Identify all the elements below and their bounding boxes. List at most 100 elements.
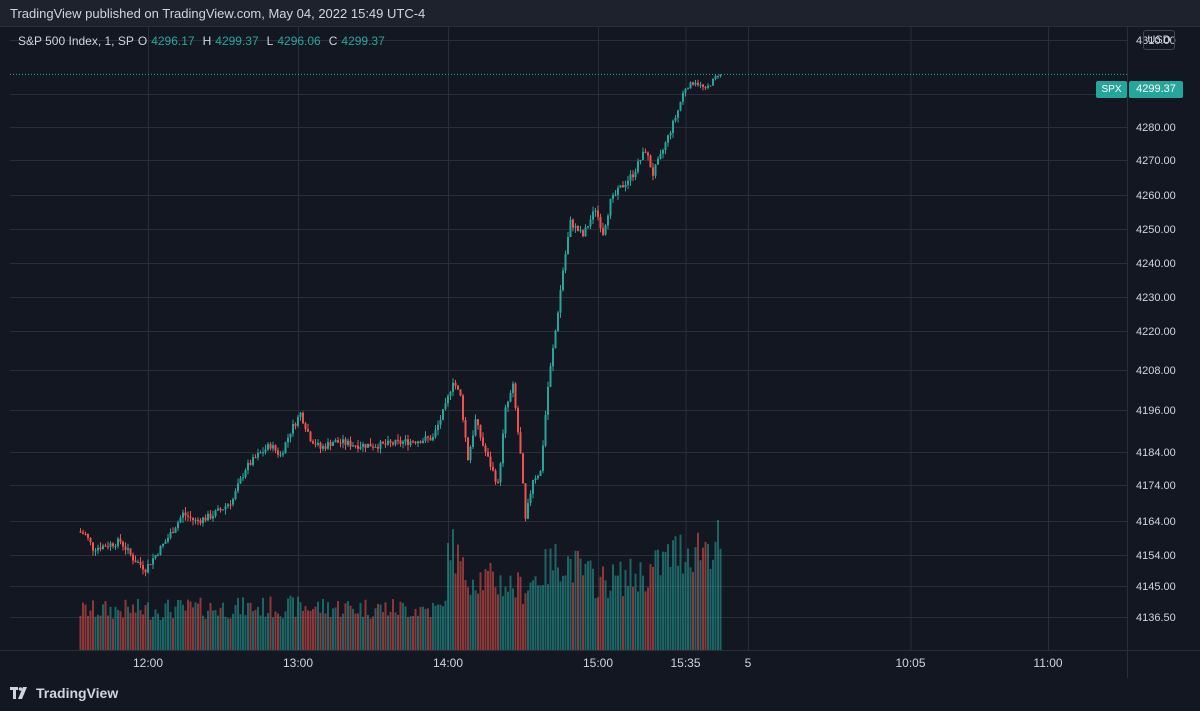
volume-bar xyxy=(324,613,327,650)
y-tick-label: 4164.00 xyxy=(1136,516,1176,528)
candle-body xyxy=(347,440,349,445)
candle-body xyxy=(564,254,567,271)
volume-bar xyxy=(292,597,294,650)
volume-bar xyxy=(132,604,134,650)
candle-body xyxy=(112,543,114,547)
volume-bar xyxy=(372,616,374,650)
volume-bar xyxy=(202,615,204,650)
volume-bar xyxy=(79,615,82,650)
volume-bar xyxy=(314,606,317,650)
time-axis[interactable]: 12:00 13:00 14:00 15:00 15:35 5 10:05 11:00 xyxy=(133,656,1063,670)
candle-body xyxy=(482,437,484,446)
volume-bar xyxy=(289,595,292,650)
volume-bar xyxy=(119,611,122,650)
volume-bar xyxy=(229,618,232,650)
volume-bar xyxy=(412,615,414,650)
candle-body xyxy=(294,423,297,426)
candle-body xyxy=(342,439,344,444)
candle-body xyxy=(144,569,147,573)
candle-body xyxy=(262,452,264,454)
volume-bar xyxy=(719,548,722,650)
candle-body xyxy=(407,439,409,446)
volume-bar xyxy=(659,575,662,650)
candle-body xyxy=(237,483,239,492)
legend-high: 4299.37 xyxy=(215,34,259,48)
volume-bar xyxy=(569,559,572,650)
volume-bar xyxy=(682,573,684,650)
volume-bar xyxy=(677,565,679,650)
volume-bar xyxy=(587,561,589,650)
volume-bar xyxy=(254,609,257,650)
volume-bar xyxy=(212,610,214,650)
candle-body xyxy=(522,453,524,484)
volume-bar xyxy=(217,615,219,650)
footer-bar: TradingView xyxy=(0,678,1200,711)
candle-body xyxy=(187,515,189,517)
volume-bar xyxy=(199,597,202,650)
volume-bar xyxy=(579,558,582,650)
volume-bar xyxy=(707,543,709,650)
volume-bar xyxy=(172,618,174,650)
candle-body xyxy=(299,412,302,417)
volume-bar xyxy=(304,606,307,650)
volume-bar xyxy=(94,616,97,650)
candle-body xyxy=(369,443,372,447)
price-axis[interactable]: 4310.004290.004280.004270.004260.004250.… xyxy=(1136,35,1176,624)
candle-body xyxy=(529,493,532,504)
volume-bar xyxy=(342,613,344,650)
volume-bar xyxy=(164,603,167,650)
candle-body xyxy=(179,517,182,523)
candle-body xyxy=(92,542,94,551)
chart-grid xyxy=(0,26,1200,678)
candle-body xyxy=(429,437,432,441)
candle-body xyxy=(247,462,249,471)
tradingview-logo[interactable]: TradingView xyxy=(10,685,118,701)
candle-body xyxy=(234,491,237,500)
candle-body xyxy=(117,538,119,547)
volume-bar xyxy=(524,593,527,650)
candle-body xyxy=(477,419,479,426)
volume-bar xyxy=(584,563,587,650)
volume-bar xyxy=(134,612,137,650)
volume-bar xyxy=(549,548,552,650)
candle-body xyxy=(419,441,422,444)
candle-body xyxy=(607,215,609,226)
candle-body xyxy=(172,532,174,534)
volume-bar xyxy=(192,607,194,650)
candle-body xyxy=(382,441,384,444)
volume-bar xyxy=(662,551,664,650)
candle-body xyxy=(702,84,704,88)
volume-bar xyxy=(377,603,379,650)
candle-body xyxy=(574,225,577,228)
volume-bar xyxy=(692,571,694,650)
volume-bar xyxy=(489,563,492,650)
candle-body xyxy=(119,538,122,542)
volume-bar xyxy=(267,613,269,650)
candle-body xyxy=(542,445,544,471)
volume-bar xyxy=(189,601,192,650)
volume-bar xyxy=(512,588,514,650)
candle-body xyxy=(134,560,137,563)
candle-body xyxy=(319,442,322,449)
candle-body xyxy=(472,435,474,447)
volume-bar xyxy=(402,603,404,650)
volume-bar xyxy=(117,609,119,650)
candle-body xyxy=(409,441,412,446)
volume-bar xyxy=(107,615,109,650)
candle-body xyxy=(232,499,234,505)
price-chart[interactable]: 4310.004290.004280.004270.004260.004250.… xyxy=(0,26,1200,678)
currency-button[interactable]: USD xyxy=(1143,30,1175,50)
volume-bar xyxy=(259,615,262,650)
candle-body xyxy=(699,84,702,86)
volume-bar xyxy=(522,604,524,650)
candle-body xyxy=(202,517,204,523)
x-tick-label: 5 xyxy=(745,656,752,670)
candle-body xyxy=(282,453,284,455)
volume-bar xyxy=(127,606,129,650)
volume-bar xyxy=(542,585,544,650)
volume-bar xyxy=(399,601,402,650)
candle-body xyxy=(322,446,324,449)
volume-bar xyxy=(454,573,457,650)
candle-body xyxy=(289,433,292,438)
legend-l-label: L xyxy=(266,34,274,48)
